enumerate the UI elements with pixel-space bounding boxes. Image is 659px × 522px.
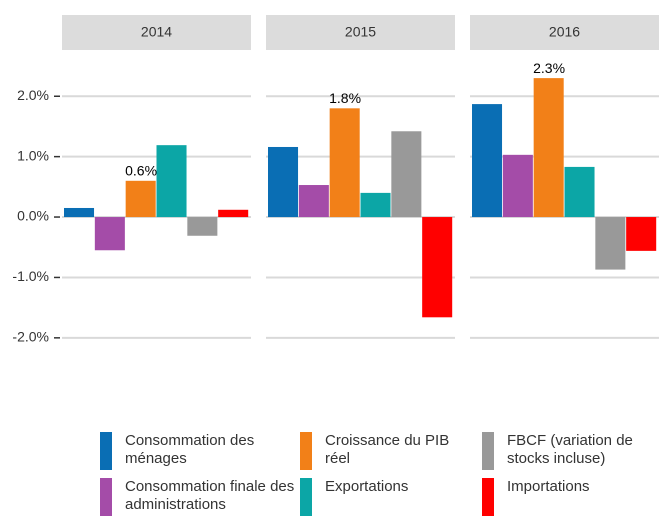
bar [94, 217, 125, 251]
legend-swatch [100, 478, 112, 516]
bar [564, 166, 595, 218]
bar [187, 217, 218, 236]
bar [125, 180, 156, 218]
legend-swatch [100, 432, 112, 470]
y-tick-label: -1.0% [12, 268, 49, 284]
legend-swatch [300, 478, 312, 516]
bar [156, 145, 187, 218]
plot: 2014 2015 2016 -2.0% -1.0% 0.0% 1.0% 2.0% 0.6% 1.… [12, 15, 659, 345]
legend-item: Consommation des ménages [100, 432, 295, 470]
bar [502, 154, 533, 218]
bar [329, 108, 360, 218]
bar [298, 185, 329, 218]
legend-label: Exportations [325, 478, 409, 495]
facet-header [470, 15, 659, 50]
legend-swatch [482, 478, 494, 516]
value-label: 2.3% [533, 60, 565, 76]
value-label: 1.8% [329, 90, 361, 106]
facet-header [266, 15, 455, 50]
y-tick-label: 0.0% [17, 208, 49, 224]
bar [360, 192, 391, 218]
y-tick-label: -2.0% [12, 329, 49, 345]
legend-label: Consommation des ménages [125, 432, 255, 467]
bar [626, 217, 657, 251]
legend-item: FBCF (variation de stocks incluse) [482, 432, 657, 470]
legend-item: Importations [482, 478, 657, 516]
bar [268, 146, 299, 218]
bar [218, 209, 249, 218]
legend-label: FBCF (variation de stocks incluse) [507, 432, 633, 467]
bar [64, 207, 95, 218]
value-label: 0.6% [125, 163, 157, 179]
y-tick-label: 1.0% [17, 147, 49, 163]
facet-label: 2016 [549, 24, 580, 40]
bar [533, 78, 564, 218]
facet-label: 2015 [345, 24, 376, 40]
legend-swatch [300, 432, 312, 470]
legend-label: Consommation finale des administrations [125, 478, 295, 513]
legend-label: Croissance du PIB réel [325, 432, 450, 467]
legend-swatch [482, 432, 494, 470]
legend-item: Croissance du PIB réel [300, 432, 475, 470]
bar [391, 131, 422, 218]
legend-item: Consommation finale des administrations [100, 478, 295, 516]
facet-header [62, 15, 251, 50]
bar [472, 104, 503, 218]
y-tick-label: 2.0% [17, 87, 49, 103]
legend-item: Exportations [300, 478, 475, 516]
facet-label: 2014 [141, 24, 172, 40]
legend-label: Importations [507, 478, 590, 495]
bar [422, 217, 453, 318]
bar [595, 217, 626, 270]
